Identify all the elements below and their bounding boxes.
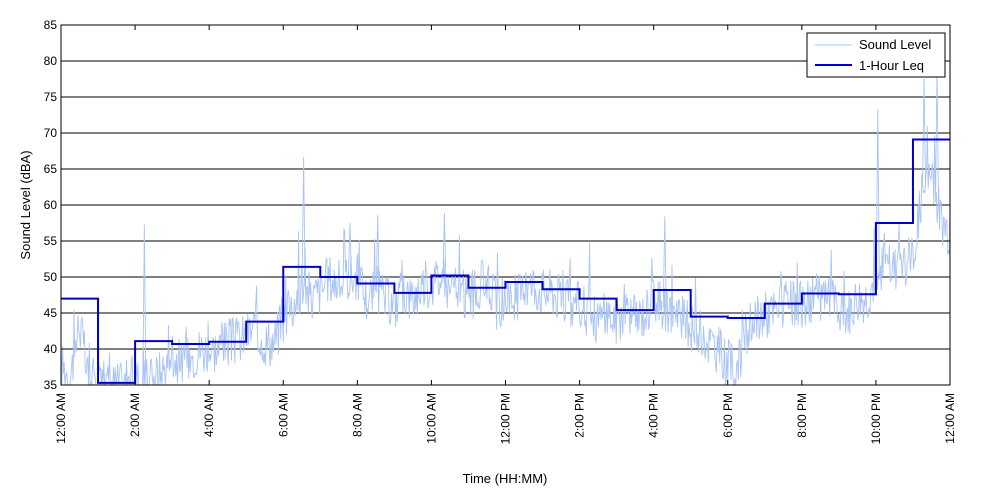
x-axis-ticks: 12:00 AM 2:00 AM 4:00 AM 6:00 AM 8:00 AM 10:0…: [54, 25, 957, 444]
x-tick-label-5: 10:00 AM: [424, 393, 438, 444]
sound-level-spike-0: [142, 224, 147, 386]
sound-level-spike-2: [347, 222, 352, 278]
sound-level-line: [60, 126, 951, 386]
x-tick-label-8: 4:00 PM: [647, 393, 661, 438]
sound-level-spike-1: [301, 156, 306, 288]
y-axis-label: Sound Level (dBA): [18, 150, 33, 259]
sound-level-spike-6: [875, 109, 880, 275]
y-tick-label-70: 70: [44, 126, 58, 140]
sound-level-spike-3: [375, 215, 380, 293]
x-tick-label-1: 2:00 AM: [128, 393, 142, 437]
legend: Sound Level 1-Hour Leq: [806, 32, 946, 78]
y-tick-label-75: 75: [44, 90, 58, 104]
x-tick-label-2: 4:00 AM: [202, 393, 216, 437]
x-tick-label-7: 2:00 PM: [573, 393, 587, 438]
x-tick-label-6: 12:00 PM: [499, 393, 513, 444]
y-tick-label-45: 45: [44, 306, 58, 320]
y-tick-label-50: 50: [44, 270, 58, 284]
y-tick-label-65: 65: [44, 162, 58, 176]
y-tick-label-80: 80: [44, 54, 58, 68]
legend-label-sound-level: Sound Level: [859, 37, 931, 52]
y-tick-label-35: 35: [44, 378, 58, 392]
x-tick-label-12: 12:00 AM: [943, 393, 957, 444]
y-tick-label-40: 40: [44, 342, 58, 356]
x-tick-label-11: 10:00 PM: [869, 393, 883, 444]
legend-label-leq: 1-Hour Leq: [859, 58, 924, 73]
y-axis-ticks: 35 40 45 50 55 60 65 70 75 80 85: [44, 18, 950, 392]
x-tick-label-3: 6:00 AM: [276, 393, 290, 437]
grid-lines: [61, 60, 950, 350]
sound-level-spike-7: [922, 78, 927, 188]
y-tick-label-85: 85: [44, 18, 58, 32]
sound-level-spike-5: [662, 216, 667, 308]
x-tick-label-0: 12:00 AM: [54, 393, 68, 444]
y-tick-label-55: 55: [44, 234, 58, 248]
x-tick-label-10: 8:00 PM: [795, 393, 809, 438]
leq-step-line: [61, 138, 950, 384]
legend-box: [806, 32, 946, 78]
x-tick-label-9: 6:00 PM: [721, 393, 735, 438]
leq-series: [61, 138, 950, 384]
x-axis-label: Time (HH:MM): [463, 471, 548, 486]
x-tick-label-4: 8:00 AM: [350, 393, 364, 437]
y-tick-label-60: 60: [44, 198, 58, 212]
sound-level-spike-4: [442, 212, 447, 283]
